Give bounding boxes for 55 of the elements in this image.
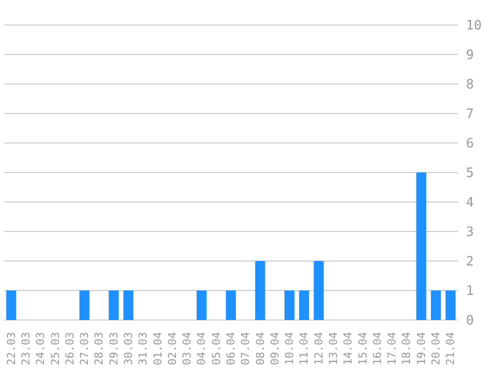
- bar: [416, 172, 426, 320]
- x-tick-label: 17.04: [386, 332, 399, 366]
- bar: [196, 290, 207, 320]
- bar: [6, 290, 16, 320]
- bar: [255, 261, 266, 320]
- bar: [299, 290, 310, 320]
- x-tick-label: 19.04: [414, 332, 428, 366]
- x-tick-label: 07.04: [239, 332, 252, 366]
- y-tick-label: 1: [466, 284, 474, 300]
- x-tick-label: 22.03: [4, 332, 18, 366]
- x-tick-label: 13.04: [327, 332, 340, 366]
- x-tick-label: 08.04: [254, 332, 267, 366]
- x-tick-label: 15.04: [356, 332, 370, 366]
- y-tick-label: 4: [466, 196, 474, 211]
- x-tick-label: 25.03: [48, 332, 62, 366]
- bar: [314, 261, 324, 320]
- x-tick-label: 23.03: [19, 332, 32, 366]
- x-tick-label: 01.04: [151, 332, 164, 366]
- x-tick-label: 09.04: [268, 332, 282, 366]
- bar: [226, 290, 236, 320]
- y-tick-label: 0: [466, 314, 474, 329]
- x-tick-label: 27.03: [78, 332, 92, 366]
- x-tick-label: 06.04: [224, 332, 238, 366]
- bar: [108, 290, 119, 320]
- bar: [430, 290, 441, 320]
- x-tick-label: 31.03: [136, 332, 150, 366]
- y-tick-label: 8: [466, 78, 474, 93]
- x-tick-label: 12.04: [312, 332, 326, 366]
- x-tick-label: 04.04: [195, 332, 208, 366]
- y-tick-label: 2: [466, 254, 474, 270]
- x-tick-label: 02.04: [166, 332, 179, 366]
- x-tick-label: 30.03: [122, 332, 135, 366]
- y-tick-label: 9: [466, 48, 474, 64]
- x-tick-label: 28.03: [92, 332, 106, 366]
- x-tick-label: 24.03: [34, 332, 48, 366]
- y-tick-label: 3: [466, 225, 474, 240]
- x-tick-label: 14.04: [342, 332, 355, 366]
- x-tick-label: 26.03: [63, 332, 76, 366]
- x-tick-label: 03.04: [180, 332, 194, 366]
- x-tick-label: 29.03: [107, 332, 120, 366]
- bar: [123, 290, 134, 320]
- x-tick-label: 05.04: [210, 332, 223, 366]
- x-tick-label: 20.04: [430, 332, 443, 366]
- bar: [446, 290, 456, 320]
- x-tick-label: 11.04: [298, 332, 311, 366]
- y-tick-label: 7: [466, 107, 474, 122]
- y-tick-label: 5: [466, 166, 474, 182]
- x-tick-label: 21.04: [444, 332, 458, 366]
- bar: [79, 290, 90, 320]
- x-tick-label: 16.04: [370, 332, 384, 366]
- bar: [284, 290, 294, 320]
- y-tick-label: 6: [466, 136, 474, 152]
- x-tick-label: 10.04: [283, 332, 296, 366]
- y-tick-label: 10: [466, 18, 482, 34]
- x-tick-label: 18.04: [400, 332, 414, 366]
